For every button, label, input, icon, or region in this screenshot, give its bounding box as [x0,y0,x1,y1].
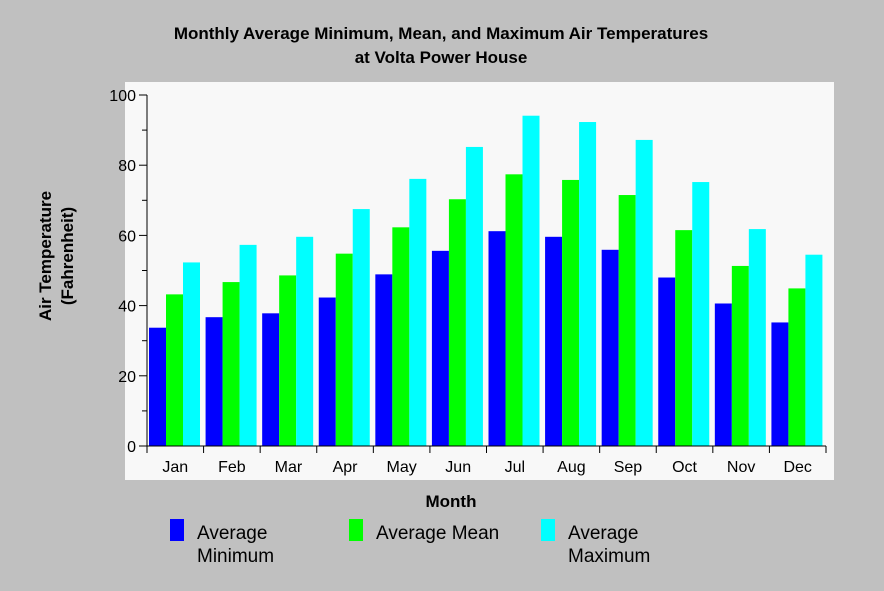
bar-aug-average-minimum [545,236,563,446]
bar-sep-average-minimum [601,249,619,446]
bar-feb-average-minimum [205,317,223,446]
bar-may-average-mean [392,227,410,446]
bar-mar-average-minimum [262,313,280,446]
bar-dec-average-mean [788,288,806,446]
x-tick-label: Nov [727,459,755,476]
bar-apr-average-minimum [318,297,336,446]
bar-dec-average-minimum [771,322,789,446]
bar-jul-average-minimum [488,231,506,446]
x-tick-label: Jun [445,459,471,476]
bar-dec-average-maximum [805,254,823,446]
x-tick-label: Sep [614,459,643,476]
y-tick-label: 60 [118,228,136,245]
x-tick-label: Feb [218,459,246,476]
bar-jun-average-minimum [431,250,449,446]
bar-feb-average-mean [222,282,240,446]
chart-title: Monthly Average Minimum, Mean, and Maxim… [174,24,708,43]
y-tick-label: 0 [127,439,136,456]
x-tick-label: Dec [783,459,811,476]
x-tick-label: Jan [162,459,188,476]
x-tick-label: Oct [672,459,697,476]
bar-aug-average-maximum [579,122,597,446]
bar-sep-average-mean [618,195,636,446]
bar-jan-average-maximum [183,262,200,446]
legend-label: Average [568,523,638,544]
chart-subtitle: at Volta Power House [355,48,528,67]
legend-swatch [541,519,555,541]
x-tick-label: Aug [557,459,585,476]
bar-sep-average-maximum [635,139,653,447]
bar-nov-average-mean [731,265,749,446]
axes-group: 0 20 40 60 80 100 Jan Feb Mar Apr May Jun Jul Aug Sep O… [109,88,827,476]
legend-label: Average [197,523,267,544]
bar-oct-average-mean [675,230,693,446]
bar-nov-average-minimum [714,303,732,446]
bar-may-average-minimum [375,274,393,446]
legend-label: Maximum [568,546,650,567]
x-tick-label: May [387,459,417,476]
bars-group [149,115,823,447]
y-tick-label: 80 [118,158,136,175]
y-tick-label: 40 [118,299,136,316]
x-axis-title: Month [426,492,477,511]
y-tick-label: 100 [109,88,136,105]
x-tick-label: Jul [505,459,525,476]
legend-label: Minimum [197,546,274,567]
bar-nov-average-maximum [748,229,766,446]
bar-feb-average-maximum [239,244,257,446]
bar-jun-average-maximum [465,146,483,446]
bar-mar-average-mean [279,275,297,446]
y-tick-label: 20 [118,369,136,386]
bar-apr-average-maximum [352,209,370,446]
bar-jan-average-minimum [149,327,166,446]
bar-oct-average-maximum [692,182,710,446]
legend-swatch [349,519,363,541]
bar-mar-average-maximum [296,236,314,446]
bar-jul-average-mean [505,174,523,447]
bar-aug-average-mean [562,179,580,446]
x-tick-label: Apr [333,459,359,476]
bar-may-average-maximum [409,178,427,446]
bar-apr-average-mean [335,253,353,446]
legend-swatch [170,519,184,541]
y-axis-title: Air Temperature [36,191,55,321]
y-axis-unit: (Fahrenheit) [58,207,77,305]
bar-oct-average-minimum [658,277,676,446]
bar-jun-average-mean [448,199,466,446]
bar-jan-average-mean [166,294,183,446]
bar-jul-average-maximum [522,115,540,447]
x-tick-label: Mar [275,459,303,476]
legend-label: Average Mean [376,523,499,544]
